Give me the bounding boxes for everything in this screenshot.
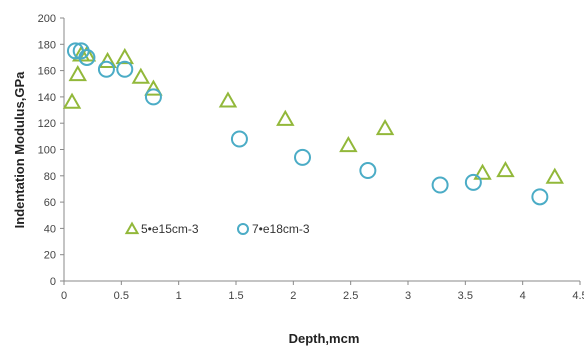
triangle-point [276, 109, 295, 126]
x-tick-label: 3 [405, 290, 411, 302]
x-tick-label: 1 [176, 290, 182, 302]
plot-axes [63, 18, 580, 282]
x-tick-label: 1.5 [228, 290, 243, 302]
y-tick-label: 60 [44, 197, 56, 209]
y-tick-label: 200 [38, 13, 56, 25]
x-axis-ticks: 0 0.5 1 1.5 2 2.5 3 3.5 4 4.5 [61, 281, 584, 302]
triangle-point [545, 167, 564, 184]
triangle-point [98, 51, 117, 69]
triangle-point [496, 161, 515, 178]
legend-label: 7•e18cm-3 [252, 222, 310, 236]
circle-point [116, 60, 134, 78]
circle-point [230, 130, 248, 148]
y-tick-label: 80 [44, 171, 56, 183]
x-axis-label: Depth,mcm [289, 331, 360, 346]
y-tick-label: 180 [38, 39, 56, 51]
circle-point [144, 88, 162, 106]
y-tick-label: 0 [50, 276, 56, 288]
x-tick-label: 0 [61, 290, 67, 302]
x-tick-label: 2.5 [343, 290, 358, 302]
legend-marker [237, 223, 249, 235]
triangle-point [375, 118, 395, 136]
legend-label: 5•e15cm-3 [141, 222, 199, 236]
x-tick-label: 4 [520, 290, 526, 302]
circle-point [359, 162, 377, 180]
y-tick-label: 140 [38, 92, 56, 104]
triangle-point [131, 67, 151, 84]
triangle-point [68, 65, 87, 82]
x-tick-label: 4.5 [572, 290, 584, 302]
circle-point [431, 176, 449, 194]
triangle-point [339, 136, 358, 153]
circle-point [294, 148, 312, 166]
y-axis-ticks: 0 20 40 60 80 100 120 140 160 180 200 [38, 13, 64, 288]
y-tick-label: 100 [38, 145, 56, 157]
triangle-point [144, 79, 163, 96]
legend: 5•e15cm-3 7•e18cm-3 [124, 221, 310, 236]
y-tick-label: 40 [44, 223, 56, 235]
y-tick-label: 120 [38, 118, 56, 130]
triangle-point [115, 47, 134, 65]
circle-point [531, 188, 549, 206]
x-tick-label: 3.5 [458, 290, 473, 302]
x-tick-label: 2 [290, 290, 296, 302]
triangle-point [218, 91, 238, 108]
x-tick-label: 0.5 [114, 290, 129, 302]
triangle-point [473, 163, 492, 180]
triangle-point [62, 92, 82, 109]
y-tick-label: 20 [44, 250, 56, 262]
y-tick-label: 160 [38, 66, 56, 78]
y-axis-label: Indentation Modulus,GPa [12, 71, 27, 228]
circle-point [97, 60, 115, 78]
circle-point [464, 173, 482, 191]
legend-marker [124, 221, 140, 235]
circle-point [78, 48, 96, 66]
data-points [62, 42, 564, 206]
